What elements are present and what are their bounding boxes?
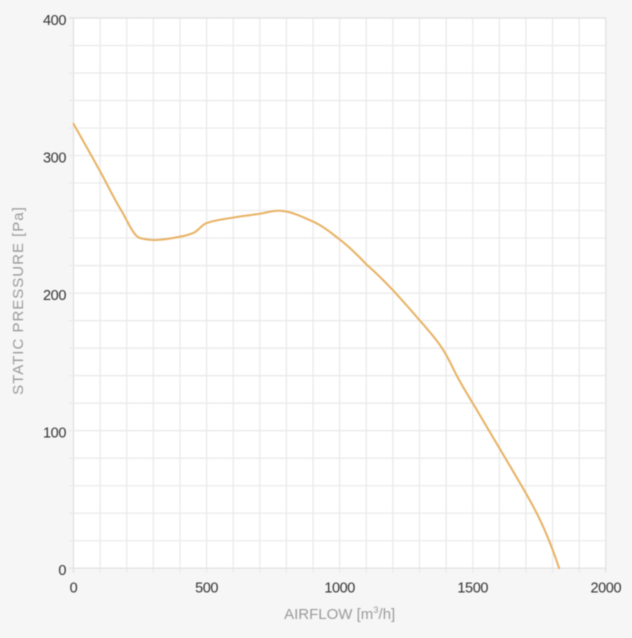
svg-text:0: 0 — [58, 563, 66, 579]
svg-text:500: 500 — [195, 580, 218, 596]
svg-text:STATIC PRESSURE [Pa]: STATIC PRESSURE [Pa] — [10, 206, 27, 395]
svg-text:2000: 2000 — [590, 580, 621, 596]
svg-text:1500: 1500 — [457, 580, 488, 596]
svg-text:AIRFLOW [m3/h]: AIRFLOW [m3/h] — [284, 605, 395, 623]
svg-text:200: 200 — [43, 288, 66, 304]
svg-text:1000: 1000 — [324, 580, 355, 596]
svg-text:0: 0 — [70, 580, 78, 596]
svg-text:300: 300 — [43, 151, 66, 167]
svg-text:100: 100 — [43, 426, 66, 442]
svg-text:400: 400 — [43, 13, 66, 29]
